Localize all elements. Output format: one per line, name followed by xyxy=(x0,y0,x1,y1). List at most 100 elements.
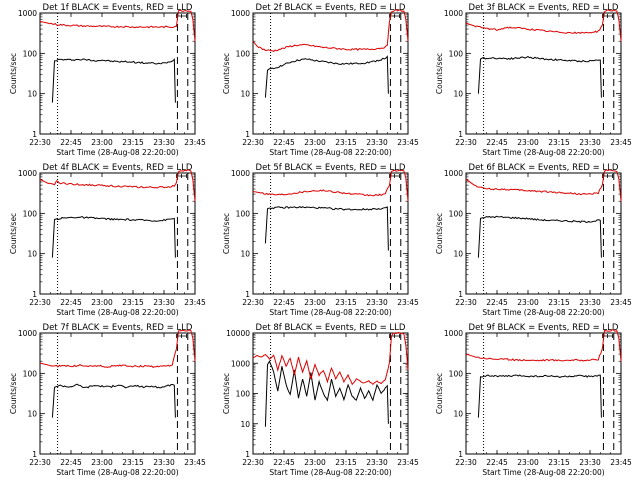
x-tick-label: 23:45 xyxy=(397,298,419,307)
interval-marker xyxy=(176,174,187,178)
x-tick-label: 23:00 xyxy=(91,298,113,307)
x-axis-label: Start Time (28-Aug-08 22:20:00) xyxy=(482,148,604,157)
x-tick-label: 22:30 xyxy=(455,138,477,147)
x-tick-label: 22:45 xyxy=(486,138,508,147)
y-tick-label: 1000 xyxy=(444,169,463,178)
x-tick-label: 22:30 xyxy=(242,138,264,147)
plot-frame xyxy=(465,332,622,455)
series-line xyxy=(39,169,196,202)
x-tick-label: 23:00 xyxy=(304,298,326,307)
y-tick-label: 10 xyxy=(453,90,463,99)
y-tick-label: 1 xyxy=(245,130,250,139)
series-line xyxy=(39,329,196,368)
detector-panel: Det 3f BLACK = Events, RED = LLD 1 10 100 10… xyxy=(435,3,632,157)
series-line xyxy=(465,329,622,362)
x-tick-label: 23:30 xyxy=(153,138,175,147)
x-tick-label: 23:30 xyxy=(579,138,601,147)
detector-panel: Det 1f BLACK = Events, RED = LLD 1 10 100 10… xyxy=(9,3,206,157)
x-tick-label: 23:15 xyxy=(122,298,144,307)
x-tick-label: 23:00 xyxy=(517,298,539,307)
y-axis-label: Counts/sec xyxy=(222,53,231,94)
y-tick-label: 10 xyxy=(453,250,463,259)
x-axis-label: Start Time (28-Aug-08 22:20:00) xyxy=(482,308,604,317)
y-tick-label: 100 xyxy=(23,209,38,218)
series-line xyxy=(477,215,602,258)
y-axis-label: Counts/sec xyxy=(435,53,444,94)
x-tick-label: 23:30 xyxy=(366,298,388,307)
x-tick-label: 23:45 xyxy=(184,138,206,147)
y-tick-label: 1 xyxy=(245,450,250,459)
plot-frame xyxy=(252,332,409,455)
panel-title: Det 6f BLACK = Events, RED = LLD xyxy=(469,163,619,173)
x-tick-label: 22:30 xyxy=(242,298,264,307)
x-axis-label: Start Time (28-Aug-08 22:20:00) xyxy=(56,308,178,317)
detector-panel: Det 5f BLACK = Events, RED = LLD 1 10 100 10… xyxy=(222,163,419,317)
x-tick-label: 23:15 xyxy=(122,138,144,147)
series-line xyxy=(252,9,409,53)
plot-frame xyxy=(252,172,409,295)
interval-marker xyxy=(389,174,400,178)
x-tick-label: 22:45 xyxy=(486,458,508,467)
plot-frame xyxy=(39,332,196,455)
x-tick-label: 23:30 xyxy=(153,298,175,307)
y-tick-label: 100 xyxy=(236,49,251,58)
x-axis-label: Start Time (28-Aug-08 22:20:00) xyxy=(269,308,391,317)
x-tick-label: 23:00 xyxy=(91,138,113,147)
series-line xyxy=(477,374,602,418)
x-tick-label: 22:45 xyxy=(273,458,295,467)
x-tick-label: 23:00 xyxy=(517,138,539,147)
x-axis-label: Start Time (28-Aug-08 22:20:00) xyxy=(482,468,604,477)
x-tick-label: 23:00 xyxy=(517,458,539,467)
x-tick-label: 22:45 xyxy=(60,138,82,147)
y-tick-label: 10 xyxy=(240,420,250,429)
panel-title: Det 9f BLACK = Events, RED = LLD xyxy=(469,323,619,333)
plot-frame xyxy=(252,12,409,135)
x-tick-label: 23:30 xyxy=(153,458,175,467)
y-tick-label: 1000 xyxy=(444,9,463,18)
y-axis-label: Counts/sec xyxy=(435,373,444,414)
detector-panel: Det 8f BLACK = Events, RED = LLD 1 10 100 10… xyxy=(222,323,419,477)
y-tick-label: 1 xyxy=(32,450,37,459)
series-line xyxy=(51,58,176,103)
series-line xyxy=(465,9,622,42)
x-tick-label: 23:00 xyxy=(304,138,326,147)
interval-marker xyxy=(602,14,613,18)
x-axis-label: Start Time (28-Aug-08 22:20:00) xyxy=(269,148,391,157)
panel-title: Det 7f BLACK = Events, RED = LLD xyxy=(43,323,193,333)
y-tick-label: 1000 xyxy=(231,9,250,18)
x-tick-label: 23:15 xyxy=(548,298,570,307)
y-tick-label: 100 xyxy=(449,49,464,58)
series-line xyxy=(51,216,176,258)
plot-frame xyxy=(465,12,622,135)
x-axis-label: Start Time (28-Aug-08 22:20:00) xyxy=(56,148,178,157)
detector-panel: Det 6f BLACK = Events, RED = LLD 1 10 100 10… xyxy=(435,163,632,317)
y-tick-label: 1 xyxy=(458,130,463,139)
interval-marker xyxy=(389,334,400,338)
x-tick-label: 23:00 xyxy=(304,458,326,467)
y-tick-label: 1000 xyxy=(231,359,250,368)
series-line xyxy=(264,55,389,98)
x-tick-label: 23:30 xyxy=(579,298,601,307)
y-axis-label: Counts/sec xyxy=(435,213,444,254)
interval-marker xyxy=(602,174,613,178)
x-tick-label: 23:45 xyxy=(397,458,419,467)
y-tick-label: 10 xyxy=(27,250,37,259)
x-tick-label: 22:45 xyxy=(273,138,295,147)
x-tick-label: 23:45 xyxy=(397,138,419,147)
y-tick-label: 10000 xyxy=(226,329,250,338)
panel-title: Det 3f BLACK = Events, RED = LLD xyxy=(469,3,619,13)
y-axis-label: Counts/sec xyxy=(222,373,231,414)
x-tick-label: 22:45 xyxy=(60,298,82,307)
y-tick-label: 100 xyxy=(23,49,38,58)
x-tick-label: 22:45 xyxy=(60,458,82,467)
x-tick-label: 23:45 xyxy=(610,138,632,147)
y-tick-label: 100 xyxy=(449,209,464,218)
y-tick-label: 1 xyxy=(32,130,37,139)
x-tick-label: 23:15 xyxy=(335,298,357,307)
detector-panel: Det 9f BLACK = Events, RED = LLD 1 10 100 10… xyxy=(435,323,632,477)
y-axis-label: Counts/sec xyxy=(9,53,18,94)
panel-title: Det 8f BLACK = Events, RED = LLD xyxy=(256,323,406,333)
panel-title: Det 4f BLACK = Events, RED = LLD xyxy=(43,163,193,173)
series-line xyxy=(264,206,389,251)
y-tick-label: 1 xyxy=(245,290,250,299)
